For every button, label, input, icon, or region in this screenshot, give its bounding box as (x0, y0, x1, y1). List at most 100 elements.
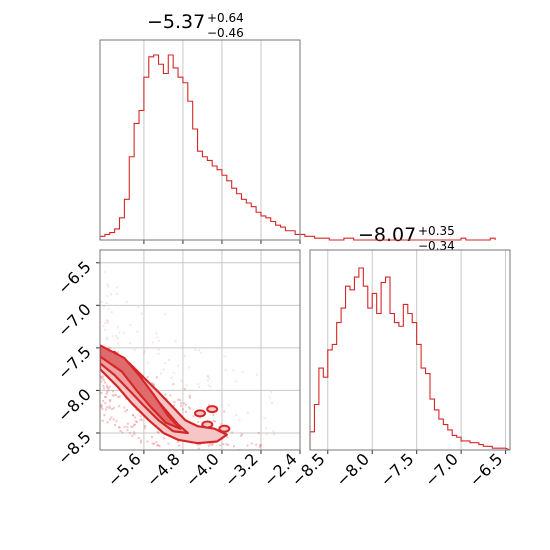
scatter-point (159, 452, 161, 454)
scatter-point (115, 420, 118, 423)
scatter-point (110, 416, 113, 419)
scatter-point (226, 436, 229, 439)
scatter-point (100, 375, 103, 378)
scatter-point (100, 380, 103, 383)
scatter-point (116, 342, 119, 345)
scatter-point (143, 349, 146, 352)
scatter-point (250, 442, 253, 445)
scatter-point (196, 443, 199, 446)
scatter-point (161, 451, 163, 453)
scatter-point (115, 292, 118, 295)
scatter-point (183, 402, 186, 405)
scatter-point (106, 390, 109, 393)
scatter-point (256, 373, 259, 376)
scatter-point (188, 366, 191, 369)
scatter-point (156, 430, 159, 433)
scatter-point (228, 461, 230, 463)
scatter-point (209, 443, 212, 446)
scatter-point (131, 425, 134, 428)
scatter-point (107, 285, 110, 288)
scatter-point (200, 351, 203, 354)
scatter-point (223, 410, 226, 413)
scatter-point (162, 437, 165, 440)
scatter-point (102, 399, 105, 402)
scatter-point (169, 394, 172, 397)
scatter-point (140, 418, 143, 421)
x-tick-label: −8.5 (288, 449, 329, 490)
scatter-point (262, 488, 264, 490)
scatter-point (100, 403, 103, 406)
scatter-point (214, 420, 217, 423)
scatter-point (266, 458, 268, 460)
scatter-point (139, 415, 142, 418)
scatter-point (199, 416, 202, 419)
scatter-point (269, 460, 271, 462)
scatter-point (105, 392, 108, 395)
scatter-point (258, 480, 260, 482)
scatter-point (116, 326, 119, 329)
scatter-point (129, 323, 132, 326)
scatter-point (198, 454, 200, 456)
scatter-point (112, 406, 115, 409)
scatter-point (126, 426, 129, 429)
x-tick-label: −3.2 (221, 449, 262, 490)
contour-island (194, 409, 206, 418)
scatter-point (242, 500, 244, 502)
scatter-point (107, 307, 110, 310)
axes-frame (99, 249, 301, 451)
scatter-point (106, 336, 109, 339)
scatter-point (151, 442, 154, 445)
scatter-point (134, 416, 137, 419)
scatter-point (119, 429, 122, 432)
scatter-point (192, 461, 194, 463)
scatter-point (258, 488, 260, 490)
scatter-point (222, 442, 225, 445)
scatter-point (151, 382, 154, 385)
scatter-point (101, 419, 104, 422)
scatter-point (270, 391, 273, 394)
scatter-point (100, 405, 103, 408)
scatter-point (197, 421, 200, 424)
scatter-point (223, 355, 226, 358)
scatter-point (229, 461, 231, 463)
scatter-point (212, 413, 215, 416)
scatter-point (194, 349, 197, 352)
scatter-point (190, 458, 192, 460)
scatter-point (232, 369, 235, 372)
scatter-point (231, 431, 234, 434)
scatter-point (104, 408, 107, 411)
scatter-point (227, 443, 230, 446)
scatter-point (228, 454, 230, 456)
axes-frame (309, 249, 511, 451)
scatter-point (257, 455, 259, 457)
scatter-point (108, 346, 111, 349)
scatter-point (102, 384, 105, 387)
scatter-point (265, 460, 267, 462)
scatter-point (123, 425, 126, 428)
scatter-point (157, 431, 160, 434)
scatter-point (103, 305, 106, 308)
scatter-point (112, 418, 115, 421)
x-tick-label: −7.5 (377, 449, 418, 490)
scatter-point (246, 485, 248, 487)
scatter-point (155, 332, 158, 335)
scatter-point (186, 461, 188, 463)
scatter-point (253, 476, 255, 478)
scatter-point (207, 384, 210, 387)
scatter-point (102, 378, 105, 381)
histogram-panel-bottom-right: −8.5 −8.0 −7.5 −7.0 −6.5 (288, 249, 511, 490)
hist2-title: −8.07 (358, 224, 416, 246)
scatter-point (173, 404, 176, 407)
scatter-point (139, 441, 142, 444)
scatter-point (191, 461, 193, 463)
scatter-point (125, 408, 128, 411)
contour-island (201, 420, 214, 429)
scatter-point (103, 270, 106, 273)
scatter-point (178, 452, 180, 454)
scatter-point (185, 384, 188, 387)
scatter-point (104, 396, 107, 399)
scatter-point (118, 395, 121, 398)
scatter-point (268, 495, 270, 497)
scatter-point (177, 398, 180, 401)
scatter-point (137, 437, 140, 440)
